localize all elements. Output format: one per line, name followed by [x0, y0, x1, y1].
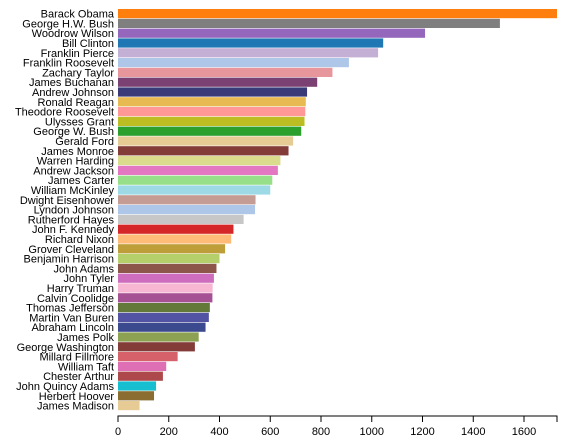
- category-label: William Taft: [58, 361, 114, 373]
- bars-group: [118, 9, 557, 411]
- bar: [118, 116, 305, 126]
- bar: [118, 391, 155, 401]
- bar: [118, 107, 306, 117]
- category-label: Theodore Roosevelt: [15, 107, 114, 119]
- category-label: Franklin Roosevelt: [23, 58, 114, 70]
- x-tick-label: 400: [210, 426, 228, 438]
- bar: [118, 146, 289, 156]
- bar: [118, 332, 199, 342]
- category-label: Chester Arthur: [43, 371, 114, 383]
- category-label: James Buchanan: [29, 77, 114, 89]
- category-label: Woodrow Wilson: [32, 28, 114, 40]
- bar: [118, 67, 333, 77]
- category-label: Barack Obama: [41, 9, 115, 21]
- bar: [118, 352, 178, 362]
- bar: [118, 293, 213, 303]
- bar: [118, 48, 379, 58]
- category-label: Herbert Hoover: [39, 391, 115, 403]
- category-label: Zachary Taylor: [42, 67, 114, 79]
- bar: [118, 77, 318, 87]
- bar: [118, 303, 210, 313]
- category-label: Millard Fillmore: [39, 352, 114, 364]
- x-axis: 0 200 400 600 800 1000 1200 1400 1600: [115, 415, 558, 438]
- bar: [118, 175, 273, 185]
- x-tick-label: 0: [115, 426, 121, 438]
- category-label: Benjamin Harrison: [24, 254, 114, 266]
- bar: [118, 195, 256, 205]
- bar: [118, 87, 308, 97]
- bar: [118, 58, 349, 68]
- bar: [118, 371, 163, 381]
- bar: [118, 381, 157, 391]
- bar: [118, 136, 294, 146]
- category-label: Bill Clinton: [62, 38, 114, 50]
- bar: [118, 165, 278, 175]
- category-label: Martin Van Buren: [29, 312, 114, 324]
- bar: [118, 9, 557, 19]
- category-label: Lyndon Johnson: [34, 205, 114, 217]
- bar: [118, 254, 220, 264]
- bar: [118, 126, 302, 136]
- bar: [118, 185, 271, 195]
- x-tick-label: 800: [312, 426, 330, 438]
- x-tick-label: 1600: [512, 426, 536, 438]
- category-label: Richard Nixon: [45, 234, 114, 246]
- category-label: George W. Bush: [33, 126, 114, 138]
- bar: [118, 283, 213, 293]
- bar: [118, 244, 226, 254]
- category-label: Dwight Eisenhower: [20, 195, 114, 207]
- category-label: James Polk: [57, 332, 114, 344]
- bar: [118, 28, 426, 38]
- category-label: Andrew Jackson: [33, 165, 114, 177]
- category-label: William McKinley: [31, 185, 115, 197]
- category-label: Ulysses Grant: [45, 116, 114, 128]
- bar: [118, 205, 256, 215]
- x-tick-label: 1200: [410, 426, 434, 438]
- x-tick-label: 600: [261, 426, 279, 438]
- x-tick-label: 200: [160, 426, 178, 438]
- category-label: Franklin Pierce: [41, 48, 114, 60]
- x-tick-label: 1400: [461, 426, 485, 438]
- category-label: James Carter: [48, 175, 114, 187]
- bar: [118, 18, 500, 28]
- category-label: Harry Truman: [47, 283, 114, 295]
- category-label: George Washington: [17, 342, 114, 354]
- category-label: John Tyler: [63, 273, 114, 285]
- bar: [118, 38, 384, 48]
- bar: [118, 224, 234, 234]
- category-label: Gerald Ford: [55, 136, 114, 148]
- bar: [118, 156, 281, 166]
- category-label: Andrew Johnson: [32, 87, 114, 99]
- category-label: John F. Kennedy: [32, 224, 114, 236]
- x-axis-line: [117, 415, 558, 422]
- category-label: Warren Harding: [37, 156, 114, 168]
- category-label: Calvin Coolidge: [37, 293, 114, 305]
- bar: [118, 342, 195, 352]
- bar: [118, 263, 217, 273]
- bar: [118, 312, 209, 322]
- bar: [118, 401, 140, 411]
- bar: [118, 214, 244, 224]
- category-label: James Madison: [37, 401, 114, 413]
- bar: [118, 322, 206, 332]
- category-label: John Adams: [53, 263, 114, 275]
- x-tick-label: 1000: [360, 426, 384, 438]
- bar: [118, 361, 167, 371]
- category-label: George H.W. Bush: [22, 18, 114, 30]
- bar: [118, 97, 306, 107]
- bar: [118, 234, 232, 244]
- category-label: James Monroe: [41, 146, 114, 158]
- category-label: Thomas Jefferson: [26, 303, 114, 315]
- category-label: Grover Cleveland: [28, 244, 114, 256]
- category-label: Rutherford Hayes: [28, 214, 115, 226]
- bar: [118, 273, 214, 283]
- category-label: John Quincy Adams: [16, 381, 114, 393]
- category-label: Ronald Reagan: [38, 97, 114, 109]
- category-label: Abraham Lincoln: [31, 322, 114, 334]
